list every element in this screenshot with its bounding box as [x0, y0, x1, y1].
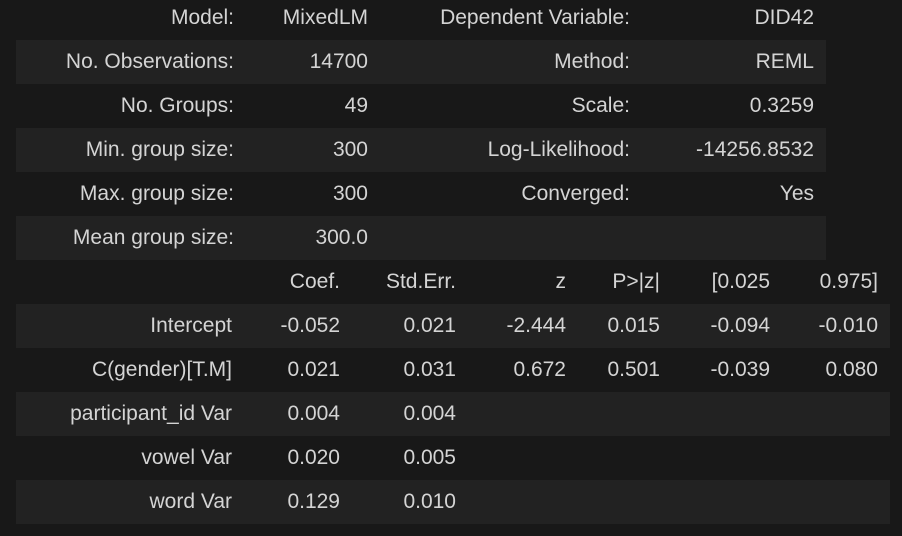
coefficient-cell: 0.031	[403, 358, 456, 381]
coefficient-cell	[672, 480, 782, 524]
coefficient-cell	[578, 436, 672, 480]
coefficient-cell	[782, 436, 890, 480]
info-label: Min. group size:	[85, 138, 234, 161]
column-header: 0.975]	[819, 270, 878, 293]
column-header: Std.Err.	[385, 270, 456, 293]
info-label: Model:	[170, 6, 234, 29]
info-value: MixedLM	[282, 6, 368, 29]
column-header: P>|z|	[612, 270, 660, 293]
info-value: 300	[332, 138, 368, 161]
coefficient-cell: -0.052	[280, 314, 340, 337]
coefficients-table: Coef. Std.Err. z P>|z| [0.025 0.975] Intercep…	[16, 260, 890, 524]
info-value: 49	[344, 94, 368, 117]
coefficient-cell: 0.080	[825, 358, 878, 381]
coefficient-cell: 0.004	[287, 402, 340, 425]
column-header: Coef.	[289, 270, 340, 293]
coefficient-cell	[782, 480, 890, 524]
info-label: Dependent Variable:	[440, 6, 630, 29]
model-info-row: Max. group size: 300 Converged: Yes	[16, 172, 826, 216]
coefficient-cell	[468, 392, 578, 436]
model-info-row: No. Observations: 14700 Method: REML	[16, 40, 826, 84]
coefficient-cell: -2.444	[506, 314, 566, 337]
coefficient-cell	[468, 436, 578, 480]
info-label: Max. group size:	[79, 182, 234, 205]
coefficient-cell: 0.501	[607, 358, 660, 381]
coefficient-cell	[672, 436, 782, 480]
model-info-row: No. Groups: 49 Scale: 0.3259	[16, 84, 826, 128]
info-label: Log-Likelihood:	[487, 138, 630, 161]
coefficient-cell: 0.021	[287, 358, 340, 381]
info-label: Method:	[554, 50, 630, 73]
coefficient-cell: -0.094	[710, 314, 770, 337]
term-name: Intercept	[150, 314, 232, 337]
term-name: vowel Var	[141, 446, 232, 469]
coefficient-cell	[578, 480, 672, 524]
coefficients-header-row: Coef. Std.Err. z P>|z| [0.025 0.975]	[16, 260, 890, 304]
model-info-row: Model: MixedLM Dependent Variable: DID42	[16, 0, 826, 40]
coefficient-cell: -0.039	[710, 358, 770, 381]
column-header: [0.025	[711, 270, 770, 293]
coefficient-cell: 0.672	[513, 358, 566, 381]
coefficient-cell: -0.010	[818, 314, 878, 337]
coefficient-row: Intercept -0.052 0.021 -2.444 0.015 -0.094 -0.…	[16, 304, 890, 348]
coefficient-row: word Var 0.129 0.010	[16, 480, 890, 524]
info-label	[380, 216, 642, 260]
coefficient-cell	[468, 480, 578, 524]
info-label: No. Groups:	[120, 94, 234, 117]
coefficient-cell	[782, 392, 890, 436]
coefficient-row: participant_id Var 0.004 0.004	[16, 392, 890, 436]
info-value: -14256.8532	[696, 138, 814, 161]
coefficient-cell: 0.010	[403, 490, 456, 513]
coefficient-cell: 0.020	[287, 446, 340, 469]
column-header	[16, 260, 244, 304]
info-value: 300	[332, 182, 368, 205]
coefficient-cell: 0.021	[403, 314, 456, 337]
info-value: Yes	[779, 182, 814, 205]
info-label: Scale:	[571, 94, 630, 117]
term-name: participant_id Var	[70, 402, 232, 425]
term-name: word Var	[149, 490, 232, 513]
info-label: Converged:	[521, 182, 630, 205]
column-header: z	[555, 270, 567, 293]
info-value: DID42	[754, 6, 814, 29]
model-info-row: Mean group size: 300.0	[16, 216, 826, 260]
coefficient-cell: 0.005	[403, 446, 456, 469]
info-label: No. Observations:	[65, 50, 234, 73]
coefficient-cell: 0.129	[287, 490, 340, 513]
info-value: REML	[755, 50, 814, 73]
coefficient-cell	[578, 392, 672, 436]
term-name: C(gender)[T.M]	[91, 358, 232, 381]
coefficient-cell: 0.004	[403, 402, 456, 425]
info-value: 14700	[309, 50, 368, 73]
coefficient-cell: 0.015	[607, 314, 660, 337]
info-value	[642, 216, 826, 260]
info-value: 300.0	[315, 226, 368, 249]
coefficient-row: vowel Var 0.020 0.005	[16, 436, 890, 480]
model-info-row: Min. group size: 300 Log-Likelihood: -14256…	[16, 128, 826, 172]
coefficient-cell	[672, 392, 782, 436]
info-value: 0.3259	[749, 94, 814, 117]
info-label: Mean group size:	[72, 226, 234, 249]
model-info-table: Model: MixedLM Dependent Variable: DID42 No.…	[16, 0, 826, 260]
coefficient-row: C(gender)[T.M] 0.021 0.031 0.672 0.501 -0.039…	[16, 348, 890, 392]
